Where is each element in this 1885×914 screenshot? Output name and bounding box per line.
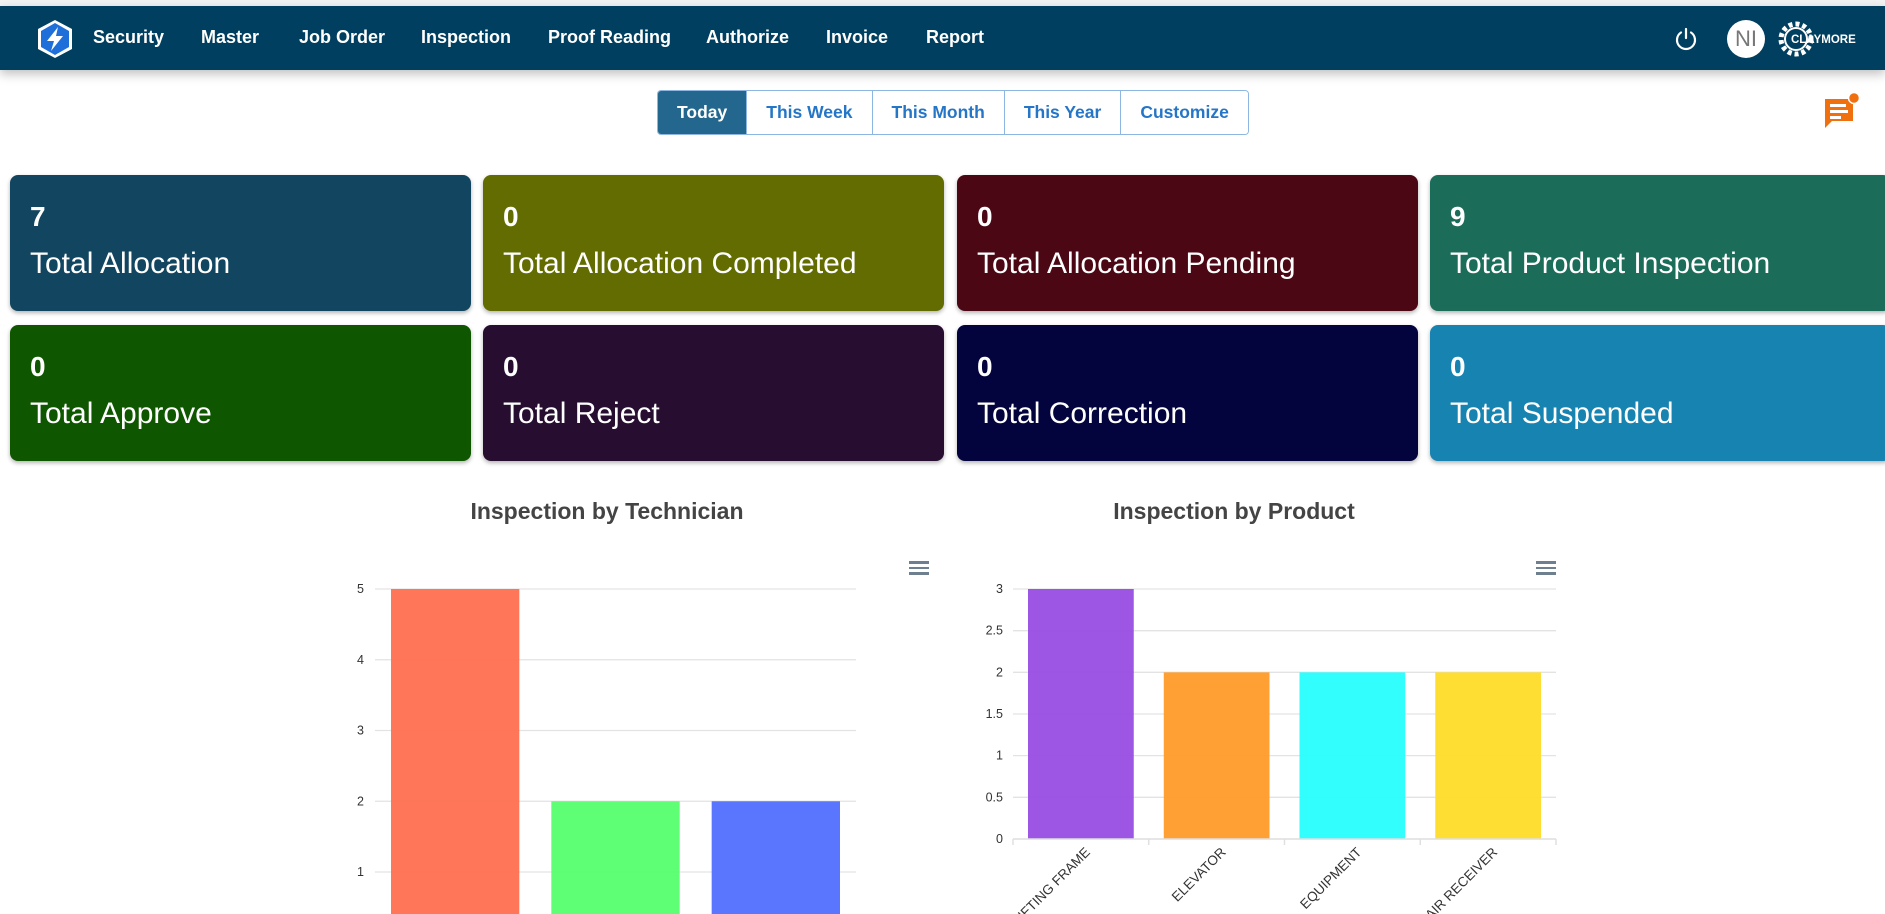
stat-value: 7 [30,201,46,232]
stat-value: 9 [1450,201,1466,232]
stat-value: 0 [30,351,46,382]
y-tick-label: 1 [357,865,364,879]
tab-today[interactable]: Today [658,91,747,134]
nav-report[interactable]: Report [926,27,984,47]
stat-value: 0 [503,351,519,382]
navbar: Security Master Job Order Inspection Pro… [0,6,1885,70]
product-chart-menu-icon[interactable] [1536,561,1556,575]
stat-card-total-allocation-pending[interactable]: 0 Total Allocation Pending [957,175,1418,311]
x-tick-label: EQUIPMENT [1297,845,1364,912]
x-tick-label: ELEVATOR [1169,844,1229,904]
stat-label: Total Correction [977,397,1188,430]
top-strip [0,0,1885,6]
bar [1163,672,1270,839]
chat-notification-icon[interactable] [1823,92,1863,132]
y-tick-label: 2.5 [986,624,1003,638]
nav-job-order[interactable]: Job Order [299,27,386,47]
claymore-brand-logo: CLAYMORE [1778,21,1856,57]
y-tick-label: 2 [996,665,1003,679]
tab-this-year[interactable]: This Year [1003,91,1121,134]
y-tick-label: 5 [357,582,364,596]
stat-label: Total Reject [503,397,660,430]
nav-authorize[interactable]: Authorize [706,27,789,47]
bar [1028,589,1134,839]
nav-invoice[interactable]: Invoice [826,27,889,47]
bar [711,801,840,914]
nav-inspection[interactable]: Inspection [421,27,512,47]
stat-card-total-allocation[interactable]: 7 Total Allocation [10,175,471,311]
stat-card-total-correction[interactable]: 0 Total Correction [957,325,1418,461]
y-tick-label: 3 [357,724,364,738]
stat-value: 0 [977,201,993,232]
y-tick-label: 3 [996,582,1003,596]
bar [1435,672,1541,839]
stat-label: Total Suspended [1450,397,1674,430]
stat-value: 0 [977,351,993,382]
stat-label: Total Approve [30,397,212,430]
bar [391,589,520,914]
stat-label: Total Allocation Pending [977,247,1296,280]
stat-card-total-approve[interactable]: 0 Total Approve [10,325,471,461]
power-icon[interactable] [1673,26,1699,52]
y-tick-label: 2 [357,794,364,808]
stat-value: 0 [1450,351,1466,382]
technician-chart-menu-icon[interactable] [909,561,929,575]
technician-chart-title: Inspection by Technician [470,498,744,524]
nav-master[interactable]: Master [201,27,260,47]
nav-security[interactable]: Security [93,27,165,47]
y-tick-label: 1 [996,749,1003,763]
stat-card-total-allocation-completed[interactable]: 0 Total Allocation Completed [483,175,944,311]
y-tick-label: 0 [996,832,1003,846]
stat-label: Total Allocation Completed [503,247,857,280]
y-tick-label: 4 [357,653,364,667]
period-tabs: Today This Week This Month This Year Cus… [657,90,1249,135]
stat-card-total-reject[interactable]: 0 Total Reject [483,325,944,461]
y-tick-label: 0.5 [986,790,1003,804]
tab-this-month[interactable]: This Month [871,91,1004,134]
bar [1299,672,1406,839]
brand-text: CLAYMORE [1791,34,1856,46]
stat-card-total-suspended[interactable]: 0 Total Suspended [1430,325,1885,461]
tab-this-week[interactable]: This Week [746,91,872,134]
stat-value: 0 [503,201,519,232]
tab-customize[interactable]: Customize [1120,91,1248,134]
user-avatar[interactable]: NI [1727,20,1765,58]
y-tick-label: 1.5 [986,707,1003,721]
stat-label: Total Allocation [30,247,231,280]
product-chart-title: Inspection by Product [1113,498,1355,524]
app-logo-icon[interactable] [34,18,76,60]
x-tick-label: LIFTING FRAME [1010,845,1093,914]
stat-label: Total Product Inspection [1450,247,1771,280]
stat-card-total-product-inspection[interactable]: 9 Total Product Inspection [1430,175,1885,311]
x-tick-label: AIR RECEIVER [1422,844,1500,914]
bar [551,801,680,914]
nav-proof-reading[interactable]: Proof Reading [548,27,672,47]
